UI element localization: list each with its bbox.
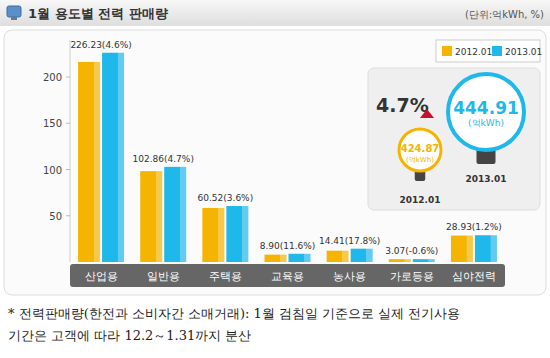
- legend-swatch: [442, 46, 452, 56]
- bulb-unit: (억kWh): [468, 118, 504, 128]
- bar: [389, 259, 411, 262]
- bar: [413, 259, 435, 262]
- bulb: [448, 74, 524, 150]
- bulb-label: 2012.01: [400, 195, 441, 205]
- y-tick-label: 200: [43, 72, 62, 83]
- bar: [289, 254, 311, 262]
- bulb-unit: (억kWh): [406, 156, 434, 164]
- data-label: 60.52(3.6%): [198, 193, 254, 203]
- bulb-value: 444.91: [453, 98, 519, 118]
- subtitle: (단위:억kWh, %): [465, 9, 544, 20]
- y-tick-label: 50: [49, 211, 62, 222]
- bar: [327, 251, 349, 262]
- y-tick: [66, 169, 70, 170]
- data-label: 102.86(4.7%): [133, 154, 194, 164]
- chart-svg: 1월 용도별 전력 판매량 (단위:억kWh, %) 50 100 150 200 226.…: [0, 0, 550, 358]
- x-tick-label: 산업용: [85, 270, 118, 283]
- data-label: 3.07(-0.6%): [385, 246, 438, 256]
- title: 1월 용도별 전력 판매량: [28, 6, 168, 21]
- y-tick: [66, 77, 70, 78]
- footnote: * 전력판매량(한전과 소비자간 소매거래): 1월 검침일 기준으로 실제 전…: [8, 306, 460, 321]
- bar: [78, 62, 100, 262]
- bulb: [399, 129, 441, 171]
- bar: [265, 255, 287, 262]
- y-tick-label: 100: [43, 165, 62, 176]
- y-tick-label: 150: [43, 118, 62, 129]
- header-icon: [7, 6, 21, 17]
- bulb-value: 424.87: [401, 143, 440, 154]
- y-axis-line: [70, 40, 71, 262]
- change-label: 4.7%: [376, 94, 429, 116]
- x-tick-label: 가로등용: [390, 270, 434, 283]
- legend-label: 2012.01: [455, 47, 492, 57]
- header-icon: [11, 17, 17, 20]
- x-tick-label: 주택용: [209, 270, 242, 283]
- category-band: [70, 264, 505, 287]
- chart-container: 1월 용도별 전력 판매량 (단위:억kWh, %) 50 100 150 200 226.…: [0, 0, 550, 358]
- x-tick-label: 심야전력: [452, 270, 496, 283]
- x-tick-label: 일반용: [147, 270, 180, 283]
- legend-label: 2013.01: [505, 47, 542, 57]
- data-label: 8.90(11.6%): [260, 241, 316, 251]
- bar: [451, 236, 473, 262]
- bar: [164, 167, 186, 262]
- bar: [140, 171, 162, 262]
- bar: [226, 206, 248, 262]
- y-tick: [66, 215, 70, 216]
- bar: [202, 208, 224, 262]
- bulb-label: 2013.01: [466, 174, 507, 184]
- data-label: 226.23(4.6%): [70, 40, 131, 50]
- footnote: 기간은 고객에 따라 12.2～1.31까지 분산: [8, 328, 251, 343]
- data-label: 28.93(1.2%): [446, 222, 502, 232]
- x-tick-label: 농사용: [333, 270, 366, 283]
- up-arrow: [420, 109, 434, 118]
- chart-panel: [4, 30, 546, 295]
- bar: [351, 249, 373, 262]
- header-bar: [0, 0, 550, 26]
- bar: [102, 53, 124, 262]
- x-tick-label: 교육용: [271, 270, 304, 283]
- y-tick: [66, 123, 70, 124]
- legend-swatch: [492, 46, 502, 56]
- annotation-panel: [368, 68, 540, 210]
- data-label: 14.41(17.8%): [319, 236, 380, 246]
- bar: [475, 235, 497, 262]
